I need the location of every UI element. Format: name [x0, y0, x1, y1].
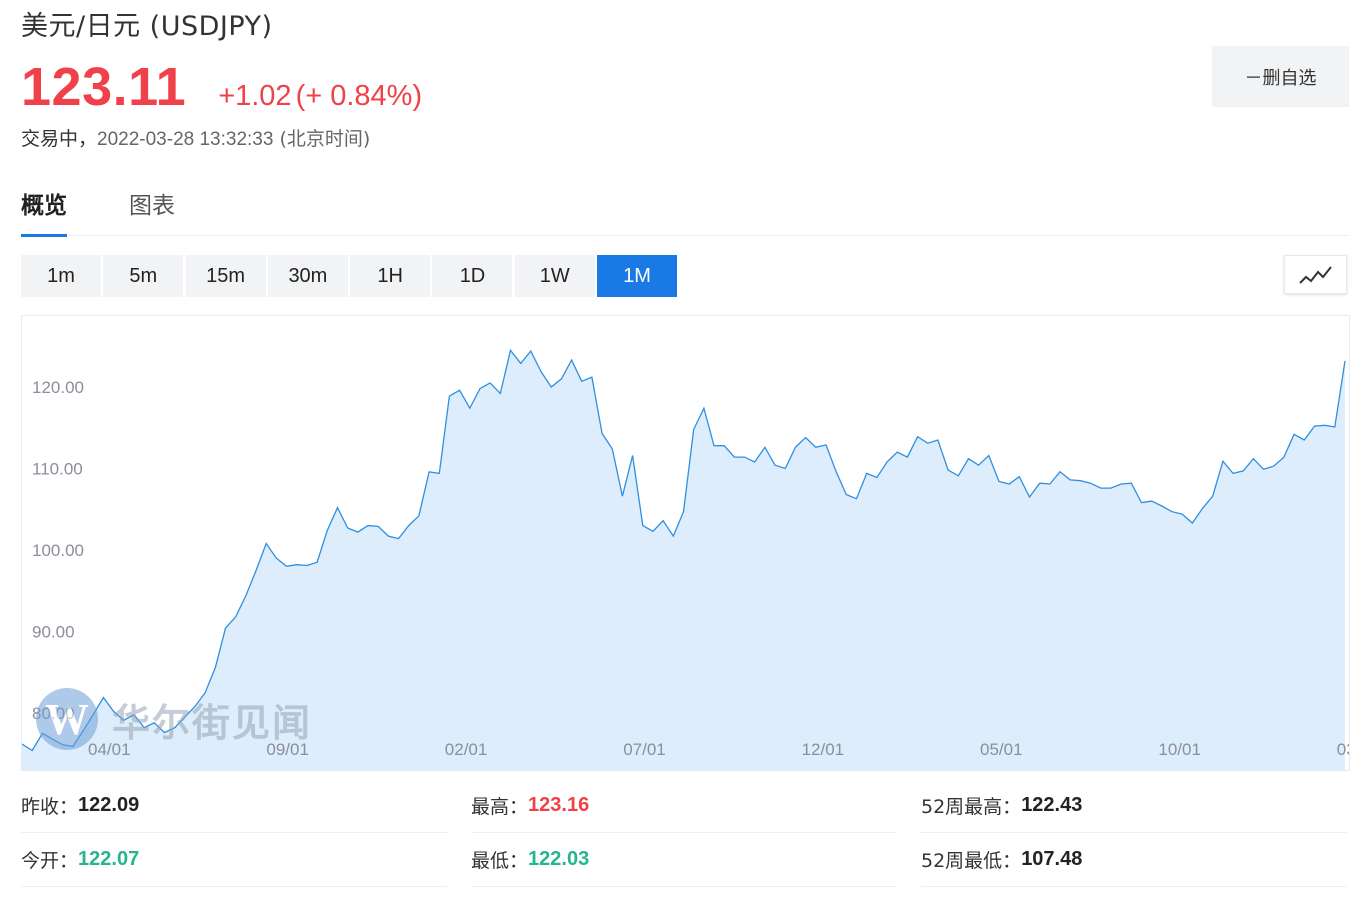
stat-label: 最低： [471, 850, 529, 872]
last-price: 123.11 [21, 57, 187, 117]
period-30m[interactable]: 30m [267, 255, 348, 297]
price-row: 123.11 +1.02 (+ 0.84%) [21, 56, 422, 118]
stat-label: 52周最高： [921, 796, 1022, 818]
x-tick-label: 02/01 [445, 740, 488, 759]
stat-value: 107.48 [1021, 848, 1083, 870]
trading-status: 交易中，2022-03-28 13:32:33 (北京时间) [21, 124, 370, 151]
x-tick-label: 09/01 [266, 740, 309, 759]
instrument-title: 美元/日元 (USDJPY) [21, 11, 273, 42]
tab-chart[interactable]: 图表 [129, 193, 175, 219]
watermark: W 华尔街见闻 [36, 688, 312, 750]
period-1h[interactable]: 1H [350, 255, 431, 297]
y-tick-label: 90.00 [32, 623, 75, 642]
remove-watchlist-button[interactable]: －删自选 [1212, 46, 1349, 107]
period-selector: 1m 5m 15m 30m 1H 1D 1W 1M [21, 255, 679, 297]
period-1d[interactable]: 1D [432, 255, 513, 297]
y-tick-label: 100.00 [32, 541, 84, 560]
price-change: +1.02 (+ 0.84%) [218, 80, 422, 113]
stat-value: 122.09 [78, 794, 140, 816]
period-1m[interactable]: 1m [21, 255, 101, 297]
x-tick-label: 10/01 [1158, 740, 1201, 759]
price-area [22, 350, 1345, 770]
x-tick-label: 03/01 [1337, 740, 1350, 759]
line-chart-icon [1298, 265, 1332, 284]
stat-value: 122.03 [528, 848, 590, 870]
change-value: +1.02 [218, 80, 292, 112]
x-tick-label: 07/01 [623, 740, 666, 759]
stat-label: 昨收： [21, 796, 79, 818]
price-line [22, 348, 1346, 752]
x-tick-label: 05/01 [980, 740, 1023, 759]
period-5m[interactable]: 5m [103, 255, 184, 297]
stat-value: 122.07 [78, 848, 140, 870]
stat-high: 最高： 123.16 [471, 779, 897, 833]
stat-label: 52周最低： [921, 850, 1022, 872]
period-1mo[interactable]: 1M [597, 255, 678, 297]
timestamp: 2022-03-28 13:32:33 [97, 129, 274, 150]
period-15m[interactable]: 15m [185, 255, 266, 297]
stat-52w-low: 52周最低： 107.48 [921, 833, 1347, 887]
stat-label: 最高： [471, 796, 529, 818]
chart-type-button[interactable] [1284, 255, 1347, 294]
watermark-logo: W [36, 688, 98, 750]
stat-52w-high: 52周最高： 122.43 [921, 779, 1347, 833]
period-1w[interactable]: 1W [514, 255, 595, 297]
stat-low: 最低： 122.03 [471, 833, 897, 887]
stat-value: 123.16 [528, 794, 590, 816]
change-percent: (+ 0.84%) [295, 80, 423, 112]
watermark-text: 华尔街见闻 [112, 699, 313, 745]
tab-overview[interactable]: 概览 [21, 186, 67, 237]
stat-prev-close: 昨收： 122.09 [21, 779, 447, 833]
stat-value: 122.43 [1021, 794, 1083, 816]
x-tick-label: 04/01 [88, 740, 131, 759]
tab-bar: 概览 图表 [21, 186, 1349, 237]
stat-open: 今开： 122.07 [21, 833, 447, 887]
y-tick-label: 110.00 [32, 460, 83, 479]
timezone: (北京时间) [279, 128, 371, 150]
status-text: 交易中， [21, 128, 98, 150]
stat-label: 今开： [21, 850, 79, 872]
chart-canvas: 80.0090.00100.00110.00120.0004/0109/0102… [22, 348, 1350, 770]
price-chart[interactable]: 80.0090.00100.00110.00120.0004/0109/0102… [21, 315, 1350, 771]
y-tick-label: 120.00 [32, 378, 84, 397]
x-tick-label: 12/01 [802, 740, 845, 759]
